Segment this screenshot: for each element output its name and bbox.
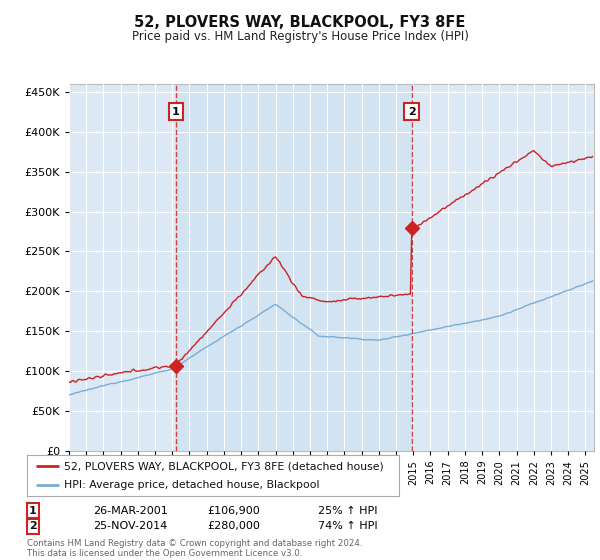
Text: Price paid vs. HM Land Registry's House Price Index (HPI): Price paid vs. HM Land Registry's House … [131,30,469,43]
Text: 74% ↑ HPI: 74% ↑ HPI [318,521,377,531]
Text: 1: 1 [172,106,179,116]
Text: 26-MAR-2001: 26-MAR-2001 [93,506,168,516]
Text: HPI: Average price, detached house, Blackpool: HPI: Average price, detached house, Blac… [64,480,320,489]
Text: 2: 2 [29,521,37,531]
Text: £280,000: £280,000 [207,521,260,531]
Text: 52, PLOVERS WAY, BLACKPOOL, FY3 8FE (detached house): 52, PLOVERS WAY, BLACKPOOL, FY3 8FE (det… [64,461,384,471]
Text: 1: 1 [29,506,37,516]
Text: Contains HM Land Registry data © Crown copyright and database right 2024.
This d: Contains HM Land Registry data © Crown c… [27,539,362,558]
Text: 25% ↑ HPI: 25% ↑ HPI [318,506,377,516]
Bar [176,84,412,451]
Text: 25-NOV-2014: 25-NOV-2014 [93,521,167,531]
Text: 52, PLOVERS WAY, BLACKPOOL, FY3 8FE: 52, PLOVERS WAY, BLACKPOOL, FY3 8FE [134,15,466,30]
Text: £106,900: £106,900 [207,506,260,516]
Text: 2: 2 [407,106,415,116]
